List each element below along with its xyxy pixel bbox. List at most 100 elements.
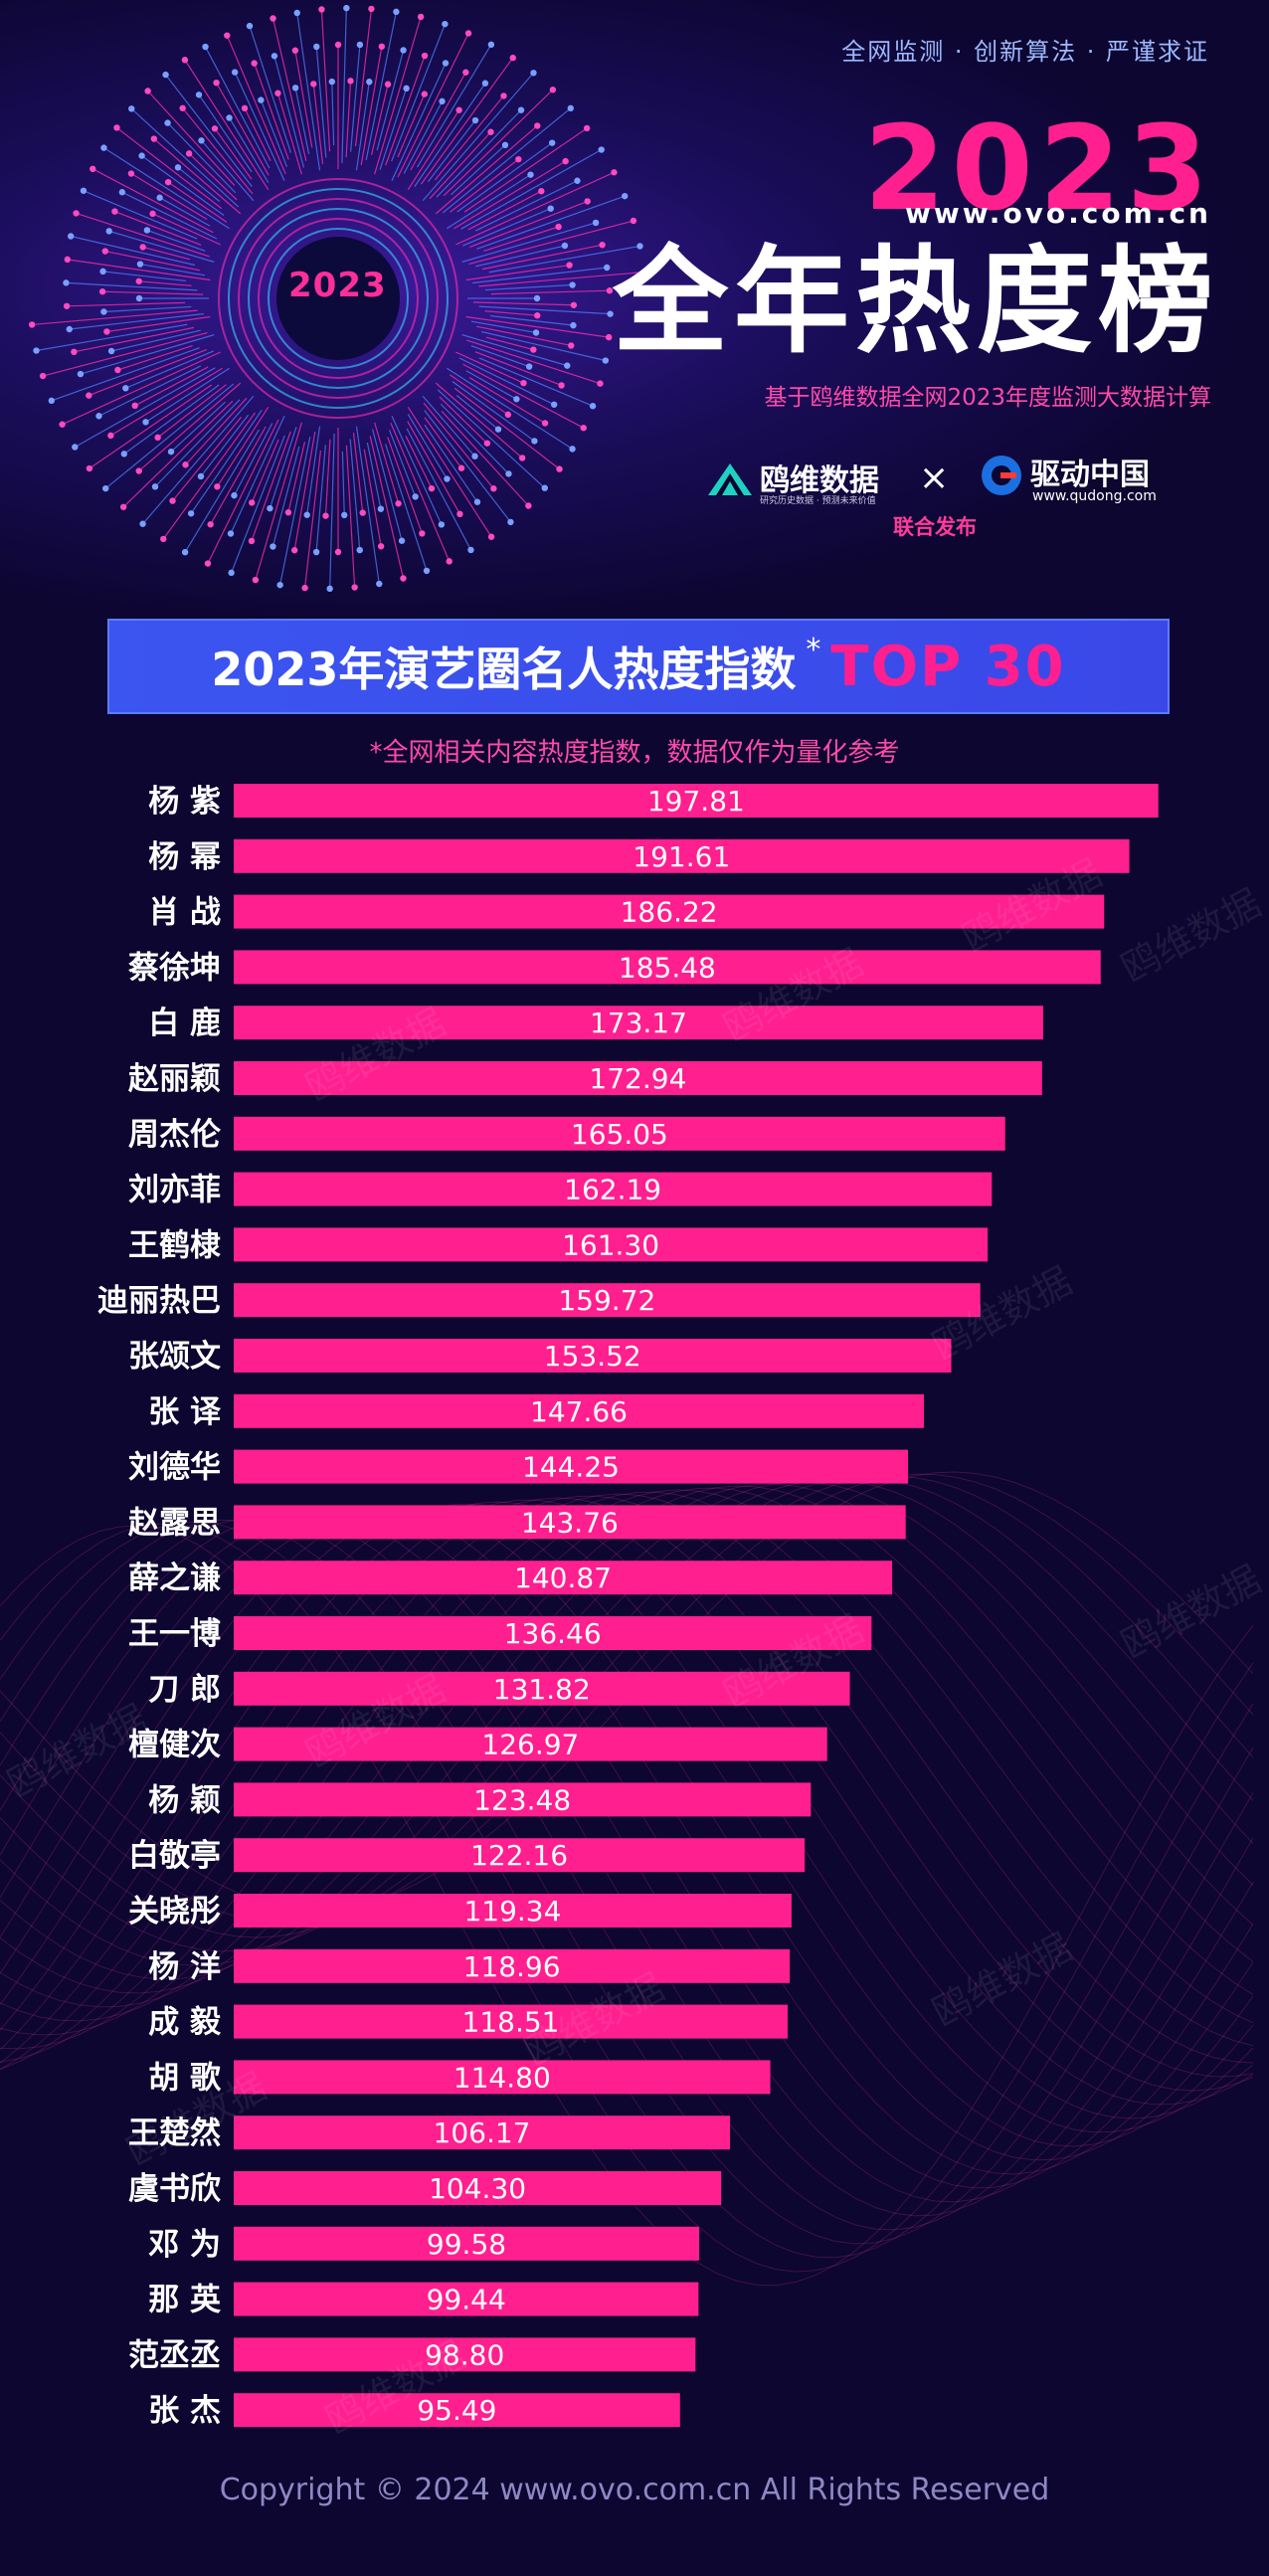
bar-10 bbox=[234, 1283, 981, 1318]
bar-11 bbox=[234, 1339, 952, 1373]
value-label-21: 119.34 bbox=[463, 1895, 561, 1928]
category-label-17: 刀 郎 bbox=[148, 1672, 221, 1708]
value-label-9: 161.30 bbox=[562, 1228, 659, 1261]
category-label-5: 白 鹿 bbox=[148, 1006, 221, 1041]
bar-23 bbox=[234, 2004, 788, 2039]
value-label-19: 123.48 bbox=[473, 1783, 571, 1816]
value-label-27: 99.58 bbox=[427, 2228, 506, 2261]
value-label-11: 153.52 bbox=[544, 1340, 641, 1373]
category-label-22: 杨 洋 bbox=[148, 1949, 221, 1985]
chart-title: 2023年演艺圈名人热度指数 bbox=[211, 643, 797, 696]
bar-14 bbox=[234, 1505, 906, 1540]
bar-17 bbox=[234, 1671, 850, 1706]
page-subtitle: 基于鸥维数据全网2023年度监测大数据计算 bbox=[764, 385, 1211, 411]
value-label-28: 99.44 bbox=[427, 2284, 506, 2316]
value-label-17: 131.82 bbox=[493, 1673, 591, 1706]
bar-18 bbox=[234, 1727, 827, 1761]
category-label-15: 薛之谦 bbox=[128, 1561, 221, 1596]
category-label-2: 杨 幂 bbox=[148, 839, 221, 875]
value-label-3: 186.22 bbox=[621, 896, 718, 929]
chart-banner: 2023年演艺圈名人热度指数 * TOP 30 bbox=[107, 619, 1170, 714]
bar-3 bbox=[234, 894, 1105, 929]
category-label-20: 白敬亭 bbox=[128, 1838, 221, 1874]
chart-note: *全网相关内容热度指数，数据仅作为量化参考 bbox=[369, 738, 900, 768]
category-label-23: 成 毅 bbox=[148, 2005, 222, 2041]
category-label-26: 虞书欣 bbox=[128, 2171, 221, 2207]
bar-4 bbox=[234, 950, 1101, 985]
bar-9 bbox=[234, 1227, 989, 1262]
category-label-19: 杨 颖 bbox=[148, 1782, 221, 1818]
bar-12 bbox=[234, 1393, 925, 1428]
bar-28 bbox=[234, 2282, 699, 2316]
value-label-24: 114.80 bbox=[453, 2061, 551, 2094]
bar-27 bbox=[234, 2226, 700, 2261]
category-label-11: 张颂文 bbox=[128, 1339, 221, 1375]
bar-22 bbox=[234, 1948, 791, 1983]
bar-chart: 杨 紫 197.81 杨 幂 191.61 肖 战 186.22 蔡徐坤 185.48 白 鹿 1… bbox=[97, 784, 1159, 2429]
value-label-16: 136.46 bbox=[504, 1617, 602, 1650]
bar-19 bbox=[234, 1782, 812, 1817]
value-label-10: 159.72 bbox=[558, 1284, 655, 1317]
bar-8 bbox=[234, 1172, 993, 1206]
value-label-20: 122.16 bbox=[470, 1839, 568, 1872]
chart-title-asterisk: * bbox=[806, 633, 821, 667]
times-symbol: × bbox=[919, 458, 950, 498]
category-label-18: 檀健次 bbox=[128, 1728, 221, 1763]
qudong-logo-name: 驱动中国 bbox=[1030, 458, 1150, 492]
bar-26 bbox=[234, 2171, 722, 2205]
value-label-1: 197.81 bbox=[647, 785, 745, 818]
value-label-18: 126.97 bbox=[481, 1729, 579, 1761]
category-label-21: 关晓彤 bbox=[128, 1894, 221, 1930]
category-label-28: 那 英 bbox=[148, 2283, 222, 2318]
bar-21 bbox=[234, 1894, 792, 1928]
page-title: 全年热度榜 bbox=[613, 235, 1219, 369]
category-label-12: 张 译 bbox=[148, 1394, 222, 1430]
header-year: 2023 bbox=[863, 99, 1214, 237]
qudong-logo-icon bbox=[982, 456, 1021, 495]
bar-2 bbox=[234, 838, 1130, 873]
bar-13 bbox=[234, 1449, 908, 1484]
qudong-logo-url: www.qudong.com bbox=[1032, 488, 1157, 504]
bar-24 bbox=[234, 2060, 771, 2095]
category-label-24: 胡 歌 bbox=[148, 2060, 222, 2096]
value-label-6: 172.94 bbox=[589, 1062, 686, 1095]
value-label-22: 118.96 bbox=[463, 1950, 561, 1983]
category-label-14: 赵露思 bbox=[127, 1505, 221, 1541]
category-label-13: 刘德华 bbox=[128, 1450, 221, 1486]
value-label-26: 104.30 bbox=[429, 2172, 526, 2205]
value-label-30: 95.49 bbox=[417, 2394, 496, 2427]
value-label-8: 162.19 bbox=[564, 1174, 661, 1206]
category-label-25: 王楚然 bbox=[128, 2116, 221, 2151]
header-background bbox=[0, 0, 1269, 637]
ovo-logo-icon bbox=[708, 463, 752, 495]
bar-1 bbox=[234, 784, 1159, 818]
category-label-10: 迪丽热巴 bbox=[97, 1283, 221, 1319]
value-label-15: 140.87 bbox=[514, 1562, 612, 1594]
footer-copyright: Copyright © 2024 www.ovo.com.cn All Righ… bbox=[219, 2473, 1050, 2507]
category-label-1: 杨 紫 bbox=[148, 784, 221, 820]
category-label-30: 张 杰 bbox=[148, 2393, 221, 2429]
category-label-3: 肖 战 bbox=[148, 895, 221, 931]
value-label-23: 118.51 bbox=[462, 2006, 560, 2039]
header-url: www.ovo.com.cn bbox=[905, 197, 1211, 230]
bar-25 bbox=[234, 2116, 730, 2150]
category-label-6: 赵丽颖 bbox=[127, 1061, 221, 1097]
value-label-2: 191.61 bbox=[633, 840, 730, 873]
category-label-29: 范丞丞 bbox=[128, 2337, 221, 2373]
chart-title-top30: TOP 30 bbox=[830, 634, 1066, 699]
value-label-12: 147.66 bbox=[530, 1395, 628, 1428]
bar-5 bbox=[234, 1006, 1043, 1040]
ovo-logo-slogan: 研究历史数据 · 预测未来价值 bbox=[760, 496, 876, 506]
ovo-logo-name: 鸥维数据 bbox=[760, 463, 879, 498]
tagline: 全网监测 · 创新算法 · 严谨求证 bbox=[841, 38, 1209, 66]
category-label-27: 邓 为 bbox=[148, 2227, 221, 2263]
category-label-7: 周杰伦 bbox=[128, 1117, 222, 1153]
category-label-4: 蔡徐坤 bbox=[128, 950, 221, 986]
qudong-logo: 驱动中国 www.qudong.com bbox=[979, 453, 1157, 504]
category-label-8: 刘亦菲 bbox=[128, 1173, 221, 1208]
value-label-29: 98.80 bbox=[425, 2338, 504, 2371]
value-label-25: 106.17 bbox=[434, 2116, 531, 2149]
value-label-14: 143.76 bbox=[521, 1506, 619, 1539]
starburst-decoration bbox=[28, 4, 648, 593]
bar-15 bbox=[234, 1561, 893, 1595]
